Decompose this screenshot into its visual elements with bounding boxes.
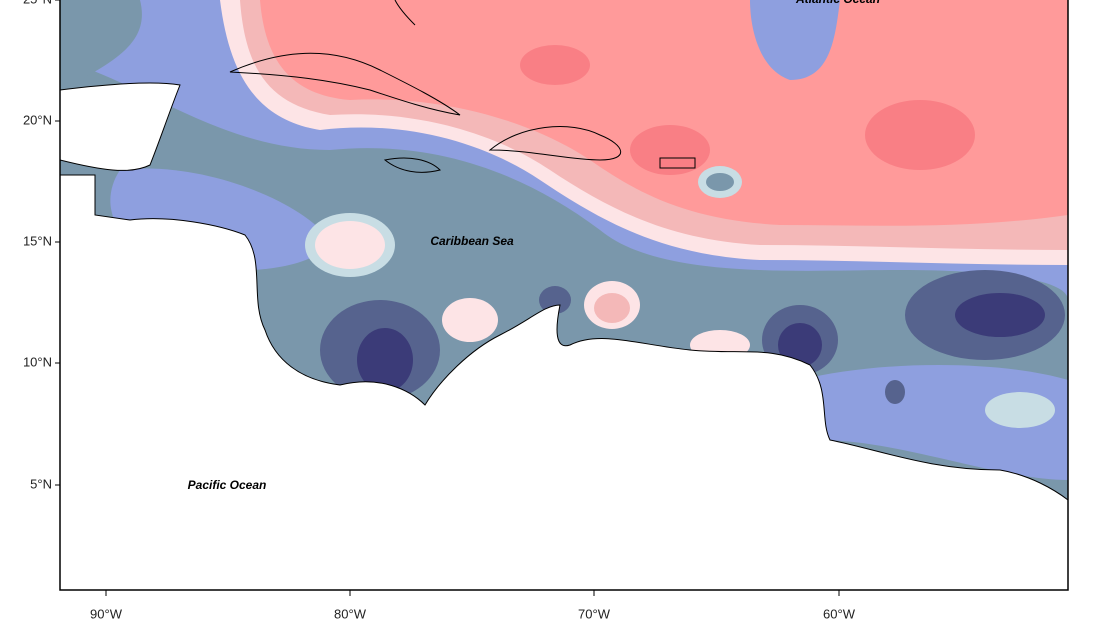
lat-tick-label: 5°N [30,476,52,491]
lon-tick-label: 80°W [334,606,367,621]
slate-region [706,173,734,191]
pink-region [315,221,385,269]
dark-region [539,286,571,314]
plot-frame [59,0,1069,591]
ocean-label: Caribbean Sea [430,234,514,248]
lat-tick-label: 15°N [23,233,52,248]
yucatan [60,82,181,171]
anomaly-field [60,0,1068,590]
light-blue-region [985,392,1055,428]
lon-tick-label: 60°W [823,606,856,621]
hispaniola [488,126,622,161]
cuba [229,52,461,116]
blue-region [800,365,1068,480]
lon-tick-label: 70°W [578,606,611,621]
dark-region [885,380,905,404]
florida [394,0,416,26]
lat-tick-label: 10°N [23,354,52,369]
blue-region [750,0,840,80]
light-red-region [594,293,630,323]
jamaica [383,157,441,173]
ocean-label: Pacific Ocean [188,478,267,492]
ocean-label: Atlantic Ocean [795,0,880,6]
navy-core [357,328,413,392]
pink-region [442,298,498,342]
red-core [630,125,710,175]
slate-region [60,0,142,90]
lat-tick-label: 25°N [23,0,52,6]
lat-tick-label: 20°N [23,112,52,127]
red-core [520,45,590,85]
red-region [260,0,1068,226]
navy-core [955,293,1045,337]
lon-tick-label: 90°W [90,606,123,621]
puerto-rico [659,157,696,169]
land-and-pacific [60,174,1068,590]
navy-core [778,323,822,367]
red-core [865,100,975,170]
